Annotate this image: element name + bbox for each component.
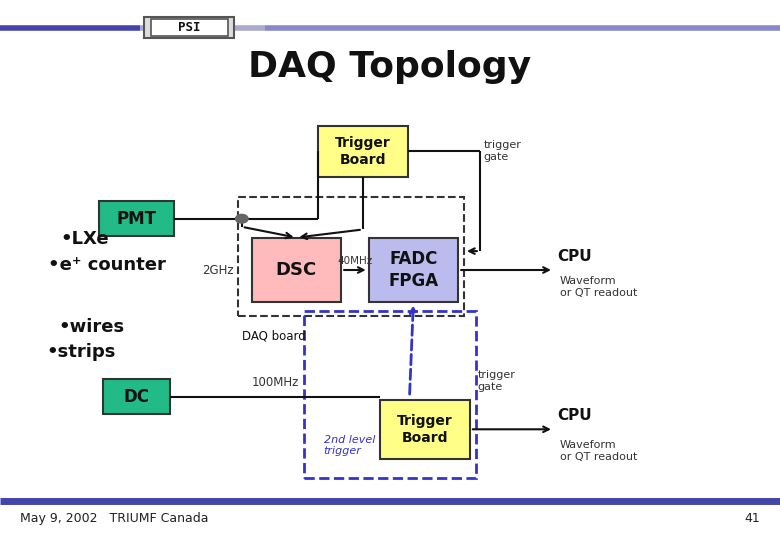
Text: 41: 41 <box>745 512 760 525</box>
Text: trigger
gate: trigger gate <box>484 140 522 162</box>
Text: PSI: PSI <box>178 21 200 34</box>
Text: FADC
FPGA: FADC FPGA <box>388 250 438 290</box>
Bar <box>144 17 234 38</box>
Text: Trigger
Board: Trigger Board <box>335 136 391 167</box>
Bar <box>103 379 169 415</box>
Text: CPU: CPU <box>558 408 592 423</box>
Bar <box>304 310 476 478</box>
Text: trigger
gate: trigger gate <box>477 370 516 392</box>
Bar <box>100 201 173 237</box>
Bar <box>318 126 408 177</box>
Text: •strips: •strips <box>47 343 116 361</box>
Text: DSC: DSC <box>276 261 317 279</box>
Text: •wires: •wires <box>58 318 125 336</box>
Text: CPU: CPU <box>558 249 592 264</box>
Text: DAQ Topology: DAQ Topology <box>249 51 531 84</box>
Text: PMT: PMT <box>116 210 157 228</box>
Text: 2nd level
trigger: 2nd level trigger <box>324 435 375 456</box>
Text: •LXe: •LXe <box>61 230 109 248</box>
Text: May 9, 2002   TRIUMF Canada: May 9, 2002 TRIUMF Canada <box>20 512 208 525</box>
Bar <box>151 19 228 36</box>
Text: •e⁺ counter: •e⁺ counter <box>48 255 166 274</box>
Text: Waveform
or QT readout: Waveform or QT readout <box>560 276 637 299</box>
Bar <box>381 400 470 459</box>
Bar <box>369 238 459 302</box>
Text: Trigger
Board: Trigger Board <box>397 414 453 445</box>
Circle shape <box>236 214 248 223</box>
Text: DAQ board: DAQ board <box>242 329 306 342</box>
Text: 2GHz: 2GHz <box>202 264 234 276</box>
Bar <box>238 197 464 316</box>
Bar <box>251 238 342 302</box>
Text: Waveform
or QT readout: Waveform or QT readout <box>560 440 637 462</box>
Text: DC: DC <box>123 388 150 406</box>
Text: 100MHz: 100MHz <box>251 376 299 389</box>
Text: 40MHz: 40MHz <box>337 255 373 266</box>
